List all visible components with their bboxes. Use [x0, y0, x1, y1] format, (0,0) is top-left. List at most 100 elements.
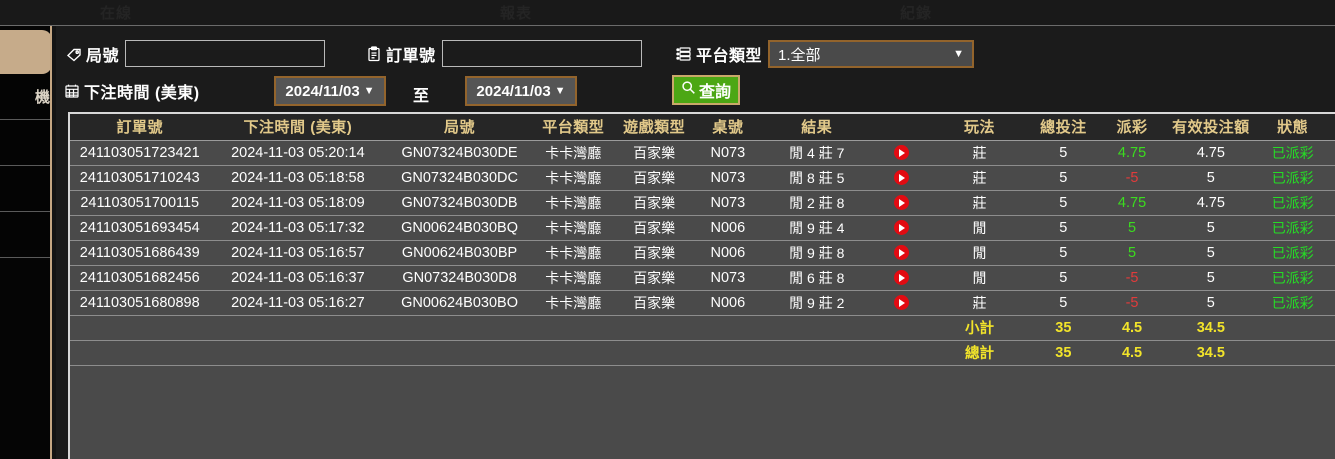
cell-valid-bet: 5: [1165, 290, 1257, 316]
results-table-container[interactable]: 訂單號 下注時間 (美東) 局號 平台類型 遊戲類型 桌號 結果 玩法 總投注 …: [68, 112, 1335, 459]
table-row[interactable]: 241103051686439 2024-11-03 05:16:57 GN0062…: [70, 240, 1335, 266]
cell-replay[interactable]: [872, 215, 931, 241]
table-row[interactable]: 241103051710243 2024-11-03 05:18:58 GN0732…: [70, 165, 1335, 191]
cell-replay[interactable]: [872, 265, 931, 291]
cell-order-id: 241103051700115: [70, 190, 210, 216]
cell-total-bet: 5: [1027, 240, 1099, 266]
cell-replay[interactable]: [872, 165, 931, 191]
cell-status: 已派彩: [1256, 265, 1330, 291]
table-row[interactable]: 241103051693454 2024-11-03 05:17:32 GN0062…: [70, 215, 1335, 241]
cell-total-bet: 5: [1027, 190, 1099, 216]
cell-status: 已派彩: [1256, 190, 1330, 216]
top-strip: 在線 報表 紀錄: [0, 0, 1335, 26]
chevron-down-icon: ▼: [554, 84, 566, 97]
platform-type-label: 平台類型: [696, 48, 763, 65]
summary-cell-round-id: [386, 315, 533, 341]
col-status[interactable]: 狀態: [1256, 114, 1330, 141]
summary-cell-game-type: [613, 315, 695, 341]
summary-cell-status: [1256, 340, 1330, 366]
cell-order-id: 241103051710243: [70, 165, 210, 191]
play-icon[interactable]: [894, 195, 910, 211]
cell-game-type: 百家樂: [613, 140, 695, 166]
cell-platform: 卡卡灣廳: [532, 215, 614, 241]
col-platform[interactable]: 平台類型: [532, 114, 614, 141]
summary-cell-total-bet: 35: [1027, 315, 1099, 341]
summary-row: 小計 35 4.5 34.5: [70, 315, 1335, 341]
cell-bet-time: 2024-11-03 05:16:37: [209, 265, 387, 291]
platform-type-value: 1.全部: [778, 46, 821, 64]
play-icon[interactable]: [894, 295, 910, 311]
col-valid-bet[interactable]: 有效投注額: [1165, 114, 1257, 141]
summary-cell-order-id: [70, 315, 210, 341]
date-from-box[interactable]: 2024/11/03 ▼: [274, 76, 386, 106]
col-result[interactable]: 結果: [761, 114, 873, 141]
cell-platform: 卡卡灣廳: [532, 140, 614, 166]
date-to-box[interactable]: 2024/11/03 ▼: [465, 76, 577, 106]
cell-replay[interactable]: [872, 140, 931, 166]
cell-status: 已派彩: [1256, 240, 1330, 266]
play-icon[interactable]: [894, 170, 910, 186]
summary-cell-total-bet: 35: [1027, 340, 1099, 366]
between-label: 至: [413, 88, 430, 105]
empty-cell: [209, 365, 387, 435]
col-game-type[interactable]: 遊戲類型: [613, 114, 695, 141]
cell-replay[interactable]: [872, 240, 931, 266]
order-id-label: 訂單號: [386, 47, 436, 65]
tag-icon: [66, 46, 82, 62]
empty-cell: [694, 365, 762, 435]
date-to-picker[interactable]: 2024/11/03 ▼: [465, 76, 577, 106]
platform-type-select[interactable]: 1.全部 ▼: [768, 40, 975, 68]
main-panel: 局號 訂單號: [56, 26, 1335, 459]
cell-total-bet: 5: [1027, 215, 1099, 241]
table-row[interactable]: 241103051682456 2024-11-03 05:16:37 GN0732…: [70, 265, 1335, 291]
search-button[interactable]: 查詢: [672, 75, 741, 105]
cell-game-type: 百家樂: [613, 265, 695, 291]
col-payout[interactable]: 派彩: [1098, 114, 1166, 141]
play-icon[interactable]: [894, 220, 910, 236]
play-icon[interactable]: [894, 270, 910, 286]
cell-replay[interactable]: [872, 290, 931, 316]
play-icon[interactable]: [894, 145, 910, 161]
date-from-value: 2024/11/03: [285, 82, 360, 100]
col-table-no[interactable]: 桌號: [694, 114, 762, 141]
cell-table-no: N006: [694, 290, 762, 316]
summary-cell-round-id: [386, 340, 533, 366]
ghost-glyph: 報表: [500, 5, 533, 22]
sidebar-item-2[interactable]: [0, 120, 50, 166]
col-bet-time[interactable]: 下注時間 (美東): [209, 114, 387, 141]
cell-valid-bet: 4.75: [1165, 190, 1257, 216]
col-order-id[interactable]: 訂單號: [70, 114, 210, 141]
sidebar-item-4[interactable]: [0, 212, 50, 258]
cell-table-no: N006: [694, 215, 762, 241]
play-icon[interactable]: [894, 245, 910, 261]
table-row[interactable]: 241103051680898 2024-11-03 05:16:27 GN0062…: [70, 290, 1335, 316]
col-round-id[interactable]: 局號: [386, 114, 533, 141]
empty-cell: [1165, 365, 1257, 435]
cell-replay[interactable]: [872, 190, 931, 216]
sidebar-item-active[interactable]: [0, 30, 50, 74]
sidebar-item-1[interactable]: 機: [0, 74, 50, 120]
cell-order-id: 241103051686439: [70, 240, 210, 266]
cell-round-id: GN00624B030BQ: [386, 215, 533, 241]
order-id-input[interactable]: [441, 40, 642, 67]
summary-cell-platform: [532, 315, 614, 341]
cell-game-type: 百家樂: [613, 290, 695, 316]
cell-table-no: N073: [694, 165, 762, 191]
cell-payout: -5: [1098, 265, 1166, 291]
summary-cell-replay: [872, 315, 931, 341]
summary-cell-result: [761, 315, 873, 341]
col-play-type[interactable]: 玩法: [930, 114, 1028, 141]
calendar-icon: [64, 83, 80, 99]
cell-round-id: GN00624B030BP: [386, 240, 533, 266]
sidebar[interactable]: 機: [0, 26, 52, 459]
col-game-mode[interactable]: 遊戲模式: [1329, 114, 1335, 141]
bet-time-label: 下注時間 (美東): [84, 85, 200, 102]
table-row[interactable]: 241103051723421 2024-11-03 05:20:14 GN0732…: [70, 140, 1335, 166]
round-id-input[interactable]: [125, 40, 326, 67]
date-from-picker[interactable]: 2024/11/03 ▼: [274, 76, 386, 106]
cell-play-type: 莊: [930, 165, 1028, 191]
sidebar-item-3[interactable]: [0, 166, 50, 212]
table-row[interactable]: 241103051700115 2024-11-03 05:18:09 GN0732…: [70, 190, 1335, 216]
col-total-bet[interactable]: 總投注: [1027, 114, 1099, 141]
